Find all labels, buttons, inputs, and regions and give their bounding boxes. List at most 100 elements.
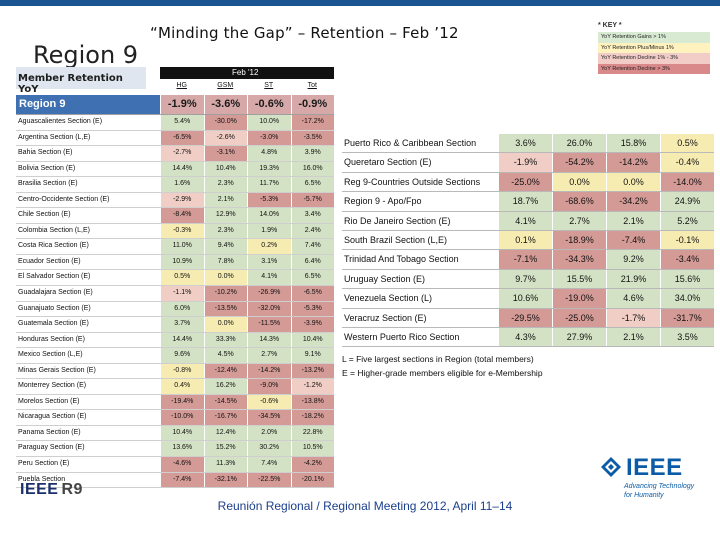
retention-value-tot: -13.2% [290,363,334,379]
table-row: Panama Section (E) 10.4% 12.4% 2.0% 22.8% [16,425,334,442]
retention-value-hg: -8.4% [160,208,204,223]
retention-value-hg: 11.0% [160,239,204,254]
retention-value-hg: -2.9% [160,192,204,208]
retention-value-tot: 6.4% [290,254,334,270]
retention-value-tot: 2.4% [290,223,334,239]
section-name: Western Puerto Rico Section [344,331,460,342]
ieee-kite-icon [601,457,621,477]
table-row: Monterrey Section (E) 0.4% 16.2% -9.0% -1.2% [16,379,334,395]
table-row: Minas Gerais Section (E) -0.8% -12.4% -14.2… [16,363,334,380]
table-row: Guadalajara Section (E) -1.1% -10.2% -26.9%… [16,286,334,302]
retention-value-hg: -7.1% [498,250,552,269]
table-row: Peru Section (E) -4.6% 11.3% 7.4% -4.2% [16,457,334,473]
retention-value-tot: 0.5% [660,134,714,153]
retention-value-gsm: -14.5% [203,394,247,410]
region-value-tot: -0.9% [290,95,334,114]
table-row: Guanajuato Section (E) 6.0% -13.5% -32.0% -5… [16,301,334,318]
table-row: Mexico Section (L,E) 9.6% 4.5% 2.7% 9.1% [16,348,334,364]
retention-value-st: -1.7% [606,308,660,327]
section-name: Bolivia Section (E) [18,164,76,172]
color-key-legend: * KEY * YoY Retention Gains > 1% YoY Ret… [598,22,710,74]
section-name: South Brazil Section (L,E) [344,234,448,245]
table-row: Region 9 - Apo/Fpo 18.7% -68.6% -34.2% 24.9% [342,192,714,212]
section-name: Argentina Section (L,E) [18,133,91,141]
section-name: Peru Section (E) [18,460,70,468]
section-name: Guanajuato Section (E) [18,304,91,312]
retention-value-gsm: -13.5% [203,301,247,317]
retention-value-hg: 14.4% [160,332,204,348]
table-row: Paraguay Section (E) 13.6% 15.2% 30.2% 10.5% [16,441,334,458]
section-name: Aguascalientes Section (E) [18,118,103,125]
section-name: Ecuador Section (E) [18,257,81,265]
retention-value-st: 14.0% [247,208,291,223]
section-name: Colombia Section (L,E) [18,226,90,234]
retention-value-st: 2.0% [247,425,291,441]
section-name: Paraguay Section (E) [18,444,85,452]
retention-value-hg: 9.7% [498,269,552,289]
ieee-logo: IEEE Advancing Technology for Humanity [598,452,710,518]
retention-value-gsm: 15.5% [552,269,606,289]
section-name: Uruguay Section (E) [344,273,426,284]
ieee-r9-logo: IEEE R9 [20,481,83,499]
section-name: El Salvador Section (E) [18,273,91,281]
retention-value-hg: -1.9% [498,153,552,172]
retention-value-st: 21.9% [606,269,660,289]
retention-value-tot: -3.5% [290,130,334,146]
table-row: South Brazil Section (L,E) 0.1% -18.9% -7.4… [342,230,714,251]
retention-value-hg: 3.7% [160,317,204,332]
retention-value-gsm: 11.3% [203,457,247,472]
retention-value-tot: 9.1% [290,348,334,363]
member-retention-table-continued: Puerto Rico & Caribbean Section 3.6% 26.0%… [342,134,714,348]
table-title: Member Retention YoY [16,67,146,95]
retention-value-st: 2.1% [606,211,660,230]
section-rows-continued: Puerto Rico & Caribbean Section 3.6% 26.0%… [342,134,714,348]
table-row: Reg 9-Countries Outside Sections -25.0% 0.… [342,172,714,193]
ieee-r9-logo-ieee: IEEE [20,481,59,498]
table-row: Colombia Section (L,E) -0.3% 2.3% 1.9% 2.4% [16,223,334,240]
retention-value-st: 30.2% [247,441,291,457]
retention-value-gsm: 2.7% [552,211,606,230]
retention-value-gsm: 0.0% [203,317,247,332]
section-name: Venezuela Section (L) [344,293,433,304]
retention-value-st: 9.2% [606,250,660,269]
retention-value-st: 0.2% [247,239,291,254]
table-row: Bolivia Section (E) 14.4% 10.4% 19.3% 16.0% [16,161,334,178]
retention-value-hg: 10.6% [498,289,552,308]
ieee-tagline: Advancing Technology for Humanity [624,482,694,500]
section-name: Morelos Section (E) [18,397,80,405]
retention-value-tot: -18.2% [290,410,334,425]
retention-value-hg: 9.6% [160,348,204,363]
retention-value-gsm: -3.1% [203,146,247,161]
retention-value-gsm: 9.4% [203,239,247,254]
key-title: * KEY * [598,22,622,29]
retention-value-tot: 15.6% [660,269,714,289]
retention-value-st: 14.3% [247,332,291,348]
table-row: Uruguay Section (E) 9.7% 15.5% 21.9% 15.6% [342,269,714,290]
table-row: El Salvador Section (E) 0.5% 0.0% 4.1% 6.5% [16,270,334,287]
retention-value-gsm: 7.8% [203,254,247,270]
retention-value-hg: -7.4% [160,472,204,488]
table-row: Honduras Section (E) 14.4% 33.3% 14.3% 10.4% [16,332,334,349]
table-row: Ecuador Section (E) 10.9% 7.8% 3.1% 6.4% [16,254,334,271]
retention-value-gsm: -25.0% [552,308,606,327]
retention-value-tot: -31.7% [660,308,714,327]
member-retention-table: Member Retention YoY Feb '12 HG GSM ST T… [16,67,334,489]
column-header-st: ST [264,82,274,89]
retention-value-gsm: 27.9% [552,327,606,347]
retention-value-tot: 34.0% [660,289,714,308]
section-name: Chile Section (E) [18,211,71,219]
table-row: Costa Rica Section (E) 11.0% 9.4% 0.2% 7.4% [16,239,334,255]
section-name: Trinidad And Tobago Section [344,254,459,265]
table-row: Brasilia Section (E) 1.6% 2.3% 11.7% 6.5% [16,177,334,193]
retention-value-hg: 0.5% [160,270,204,286]
table-row: Guatemala Section (E) 3.7% 0.0% -11.5% -3.9% [16,317,334,333]
retention-value-st: 19.3% [247,161,291,177]
key-item: YoY Retention Plus/Minus 1% [598,42,710,53]
retention-value-tot: 22.8% [290,425,334,441]
retention-value-tot: -17.2% [290,115,334,130]
key-item: YoY Retention Decline > 3% [598,63,710,74]
retention-value-st: -0.6% [247,394,291,410]
retention-value-st: -34.5% [247,410,291,425]
table-row: Nicaragua Section (E) -10.0% -16.7% -34.5% -… [16,410,334,426]
retention-value-st: 7.4% [247,457,291,472]
